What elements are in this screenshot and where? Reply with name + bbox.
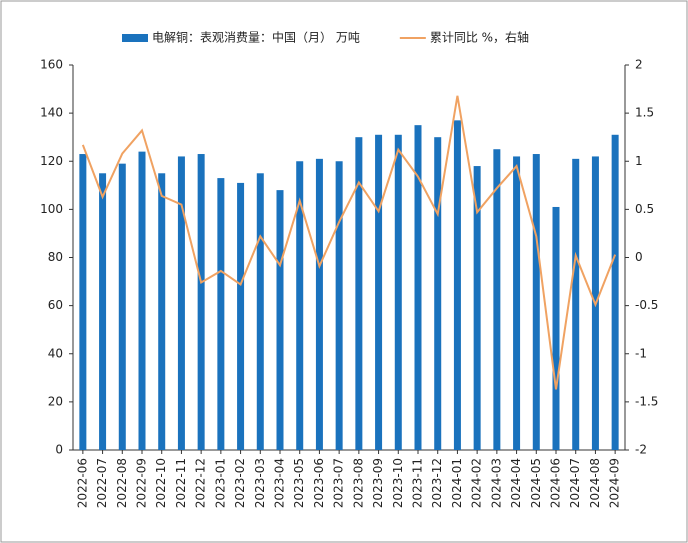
bar: [315, 158, 323, 450]
bar: [197, 154, 205, 450]
x-tick-label: 2023-05: [292, 458, 306, 508]
bar: [118, 163, 126, 450]
x-tick-label: 2022-06: [75, 458, 89, 508]
x-tick-label: 2023-03: [253, 458, 267, 508]
y-tick-label: 160: [40, 58, 63, 72]
y2-tick-label: 1: [635, 154, 643, 168]
bar: [572, 158, 580, 450]
x-tick-label: 2023-08: [351, 458, 365, 508]
x-tick-label: 2022-07: [95, 458, 109, 508]
bar: [276, 190, 284, 450]
y-tick-label: 20: [48, 394, 63, 408]
x-tick-label: 2024-05: [529, 458, 543, 508]
x-tick-label: 2023-09: [371, 458, 385, 508]
x-tick-label: 2022-11: [174, 458, 188, 508]
bar: [375, 134, 383, 450]
bar: [217, 178, 225, 450]
x-tick-label: 2022-08: [115, 458, 129, 508]
x-tick-label: 2023-12: [430, 458, 444, 508]
x-tick-label: 2024-03: [489, 458, 503, 508]
legend-label: 电解铜：表观消费量：中国（月） 万吨: [152, 30, 360, 45]
line: [81, 95, 617, 390]
x-tick-label: 2024-04: [509, 458, 523, 508]
x-tick-label: 2022-10: [154, 458, 168, 508]
bar: [414, 125, 422, 450]
y-tick-label: 80: [48, 250, 63, 264]
x-tick-label: 2023-07: [332, 458, 346, 508]
legend-label: 累计同比 %，右轴: [430, 30, 529, 45]
bar: [355, 137, 363, 450]
x-tick-label: 2024-09: [608, 458, 622, 508]
bar: [513, 156, 521, 450]
bar: [473, 166, 481, 450]
x-tick-label: 2023-11: [411, 458, 425, 508]
legend-swatch: [122, 34, 148, 42]
x-tick-label: 2024-07: [568, 458, 582, 508]
bar: [138, 151, 146, 450]
bar: [256, 173, 264, 450]
y-tick-label: 0: [55, 443, 63, 457]
x-tick-label: 2023-04: [273, 458, 287, 508]
y2-tick-label: 2: [635, 58, 643, 72]
y-tick-label: 100: [40, 202, 63, 216]
bar: [611, 134, 619, 450]
x-tick-label: 2024-08: [588, 458, 602, 508]
x-tick-label: 2024-01: [450, 458, 464, 508]
bar: [296, 161, 304, 450]
y2-tick-label: 0.5: [635, 202, 654, 216]
bar: [237, 182, 245, 450]
y2-tick-label: 0: [635, 250, 643, 264]
y2-tick-label: -0.5: [635, 298, 658, 312]
y-tick-label: 120: [40, 154, 63, 168]
y-tick-label: 60: [48, 298, 63, 312]
bar: [79, 154, 87, 450]
bar: [453, 120, 461, 450]
x-tick-label: 2022-12: [194, 458, 208, 508]
bar: [158, 173, 166, 450]
bar: [99, 173, 107, 450]
x-tick-label: 2023-06: [312, 458, 326, 508]
y-tick-label: 40: [48, 346, 63, 360]
x-tick-label: 2022-09: [135, 458, 149, 508]
x-tick-label: 2023-02: [233, 458, 247, 508]
y2-tick-label: -2: [635, 443, 647, 457]
bar: [493, 149, 501, 450]
bar: [434, 137, 442, 450]
bar: [335, 161, 343, 450]
x-tick-label: 2024-06: [549, 458, 563, 508]
bar: [177, 156, 185, 450]
x-tick-label: 2023-10: [391, 458, 405, 508]
y2-tick-label: -1: [635, 346, 647, 360]
x-tick-label: 2024-02: [470, 458, 484, 508]
bar: [394, 134, 402, 450]
bar: [532, 154, 540, 450]
x-tick-label: 2023-01: [213, 458, 227, 508]
y-tick-label: 140: [40, 106, 63, 120]
y2-tick-label: 1.5: [635, 106, 654, 120]
bar: [552, 206, 560, 450]
y2-tick-label: -1.5: [635, 394, 658, 408]
